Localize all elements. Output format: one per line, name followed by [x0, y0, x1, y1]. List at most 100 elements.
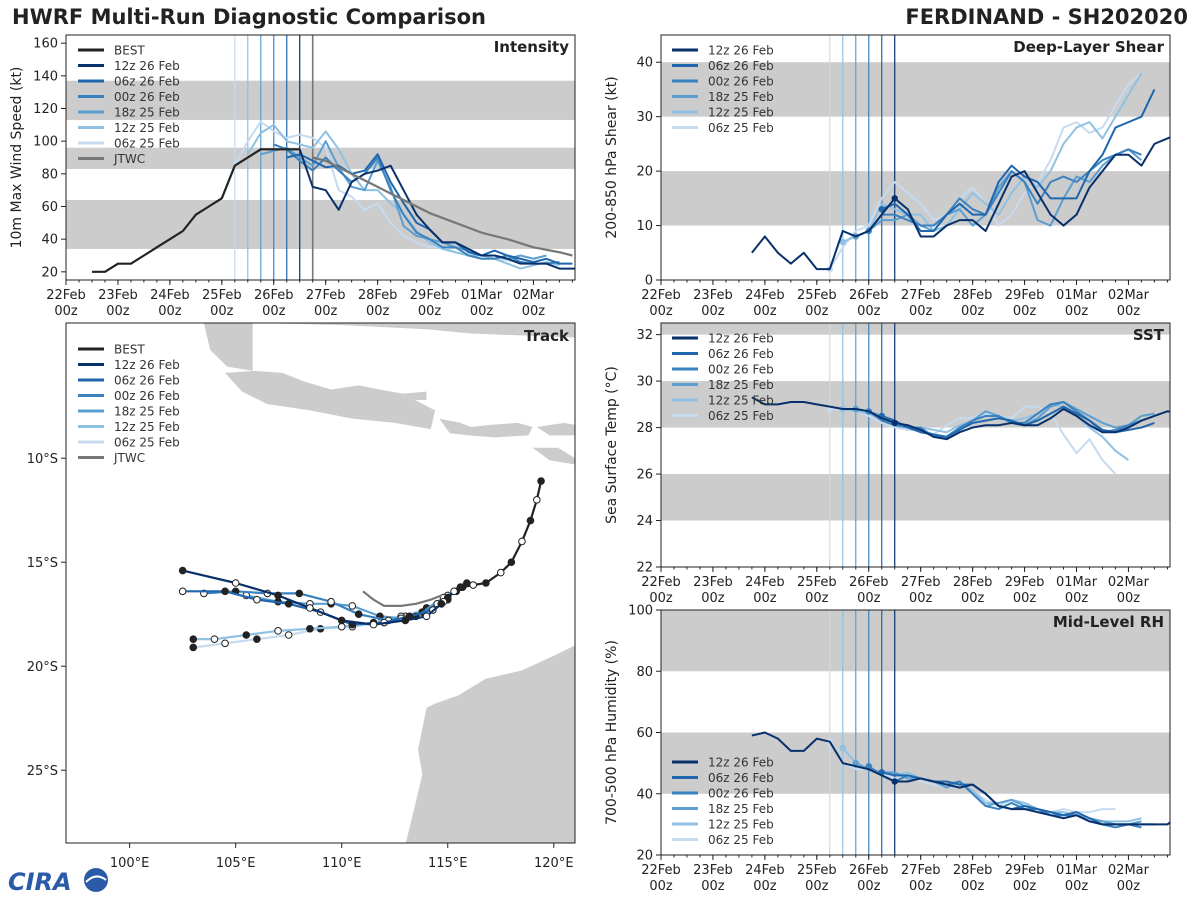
x-tick-label: 28Feb 00z — [358, 288, 398, 319]
y-tick-label: 28 — [636, 421, 653, 436]
track-point — [274, 591, 282, 600]
legend-label: 06z 25 Feb — [708, 409, 774, 423]
legend-label: 12z 26 Feb — [114, 59, 180, 73]
x-tick-label-line: 01Mar — [1056, 288, 1098, 303]
x-tick-label-line: 00z — [961, 304, 985, 319]
init-marker — [839, 238, 846, 246]
init-marker — [891, 195, 898, 202]
legend-label: 12z 25 Feb — [708, 106, 774, 120]
storm-title: FERDINAND - SH202020 — [905, 5, 1188, 29]
init-marker — [878, 206, 885, 213]
legend-label: 06z 26 Feb — [114, 374, 180, 388]
x-tick-label-line: 25Feb — [797, 575, 837, 590]
legend-label: 00z 26 Feb — [708, 787, 774, 801]
x-tick-label-line: 01Mar — [1056, 863, 1098, 878]
x-tick-label-line: 24Feb — [150, 288, 190, 303]
x-tick-label-line: 01Mar — [1056, 575, 1098, 590]
x-tick-label-line: 00z — [909, 591, 933, 606]
x-tick-label: 29Feb 00z — [1005, 575, 1045, 606]
legend-label: 18z 25 Feb — [708, 90, 774, 104]
chart-title: Track — [524, 327, 570, 345]
x-tick-label-line: 00z — [54, 304, 78, 319]
track-point — [482, 579, 490, 587]
x-tick-label-line: 25Feb — [797, 288, 837, 303]
x-tick-label-line: 28Feb — [358, 288, 398, 303]
track-point — [469, 581, 478, 589]
y-axis-label: 200-850 hPa Shear (kt) — [604, 76, 620, 238]
y-axis-label: 700-500 hPa Humidity (%) — [604, 640, 620, 825]
series-line-12z-26-feb — [751, 136, 1170, 271]
y-tick-label: 40 — [636, 787, 653, 802]
lat-tick-label: 25°S — [27, 764, 58, 779]
x-tick-label-line: 26Feb — [849, 288, 889, 303]
x-tick-label-line: 00z — [470, 304, 494, 319]
x-tick-label: 01Mar 00z — [1056, 863, 1098, 894]
y-tick-label: 40 — [41, 233, 58, 248]
sumba-island — [532, 447, 575, 465]
x-tick-label: 24Feb 00z — [745, 288, 785, 319]
x-tick-label-line: 00z — [649, 591, 673, 606]
x-tick-label-line: 23Feb — [693, 863, 733, 878]
y-tick-label: 24 — [636, 514, 653, 529]
x-tick-label-line: 00z — [158, 304, 182, 319]
x-tick-label-line: 00z — [1117, 879, 1141, 894]
x-tick-label-line: 00z — [961, 591, 985, 606]
y-tick-label: 40 — [636, 56, 653, 71]
threshold-band — [661, 732, 1170, 794]
track-point — [337, 622, 346, 631]
series-line-12z-26-feb — [298, 149, 575, 270]
chart-title: Mid-Level RH — [1053, 613, 1164, 631]
x-tick-label: 22Feb 00z — [641, 575, 681, 606]
legend-label: BEST — [114, 44, 145, 58]
tracks-group — [178, 477, 545, 652]
x-tick-label-line: 26Feb — [254, 288, 294, 303]
x-tick-label: 26Feb 00z — [849, 863, 889, 894]
lesser-sunda-islands — [439, 418, 533, 438]
threshold-band — [66, 199, 575, 249]
x-tick-label: 23Feb 00z — [693, 863, 733, 894]
lat-tick-label: 20°S — [27, 660, 58, 675]
x-tick-label: 29Feb 00z — [1005, 288, 1045, 319]
series-group — [751, 731, 1170, 829]
legend-label: JTWC — [113, 451, 145, 465]
x-tick-label-line: 02Mar — [1108, 575, 1150, 590]
series-group — [751, 72, 1170, 273]
threshold-band — [66, 147, 575, 169]
x-tick-label: 23Feb 00z — [693, 288, 733, 319]
y-tick-label: 100 — [628, 604, 653, 619]
series-line-06z-25-feb — [829, 405, 1117, 475]
legend-label: 06z 25 Feb — [114, 137, 180, 151]
legend-label: 00z 26 Feb — [708, 75, 774, 89]
y-tick-label: 80 — [41, 167, 58, 182]
init-marker — [865, 762, 872, 770]
x-tick-label-line: 25Feb — [202, 288, 242, 303]
x-tick-label-line: 00z — [1065, 304, 1089, 319]
x-tick-label: 22Feb 00z — [641, 863, 681, 894]
x-tick-label-line: 23Feb — [98, 288, 138, 303]
x-tick-label-line: 00z — [701, 879, 725, 894]
x-tick-label-line: 00z — [366, 304, 390, 319]
legend-label: 18z 25 Feb — [708, 378, 774, 392]
x-tick-label-line: 00z — [753, 591, 777, 606]
track-line-00z-26-feb — [203, 590, 457, 622]
logo-text: CIRA — [8, 868, 72, 896]
x-tick-label-line: 00z — [753, 304, 777, 319]
y-tick-label: 60 — [41, 200, 58, 215]
x-tick-label-line: 00z — [522, 304, 546, 319]
x-tick-label-line: 22Feb — [641, 288, 681, 303]
y-tick-label: 60 — [636, 726, 653, 741]
x-tick-label-line: 22Feb — [641, 575, 681, 590]
sumatra-tip — [203, 323, 253, 371]
y-tick-label: 32 — [636, 328, 653, 343]
legend-label: JTWC — [113, 152, 145, 166]
lat-tick-label: 15°S — [27, 556, 58, 571]
x-tick-label: 29Feb 00z — [1005, 863, 1045, 894]
legend-label: 06z 26 Feb — [708, 771, 774, 785]
legend-label: 12z 26 Feb — [708, 756, 774, 770]
legend-label: 12z 26 Feb — [708, 332, 774, 346]
chart-title: SST — [1133, 326, 1165, 344]
